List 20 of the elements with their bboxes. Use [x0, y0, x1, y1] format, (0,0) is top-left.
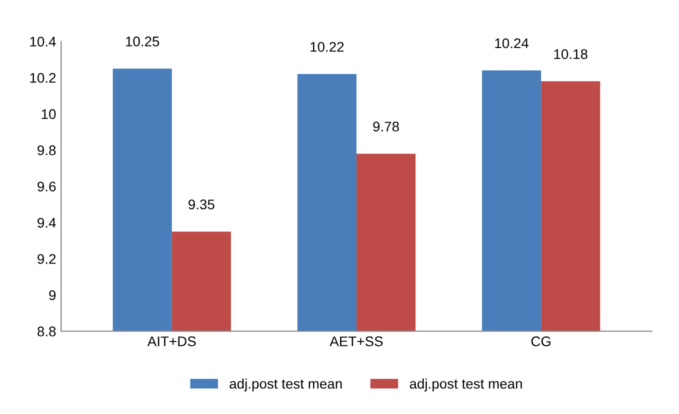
data-label: 10.24	[495, 38, 529, 48]
data-label: 10.25	[126, 36, 160, 46]
x-tick-label: AET+SS	[330, 336, 383, 346]
y-tick-label: 10.4	[30, 36, 56, 47]
data-label: 9.35	[188, 200, 214, 210]
x-tick-label: CG	[531, 336, 550, 346]
legend-label: adj.post test mean	[410, 378, 522, 392]
data-label: 10.18	[554, 49, 588, 60]
y-tick-label: 9.6	[38, 182, 56, 192]
data-label: 10.22	[310, 42, 344, 52]
y-tick-label: 9.4	[38, 218, 56, 228]
y-tick-label: 10	[42, 109, 56, 120]
y-tick-label: 8.8	[38, 326, 56, 336]
data-label: 9.78	[373, 122, 399, 132]
legend-label: adj.post test mean	[230, 378, 342, 392]
x-tick-label: AIT+DS	[147, 336, 196, 346]
y-tick-label: 9.8	[38, 145, 56, 156]
y-tick-label: 9.2	[38, 254, 56, 264]
y-tick-label: 9	[49, 290, 56, 300]
y-tick-label: 10.2	[30, 72, 56, 83]
